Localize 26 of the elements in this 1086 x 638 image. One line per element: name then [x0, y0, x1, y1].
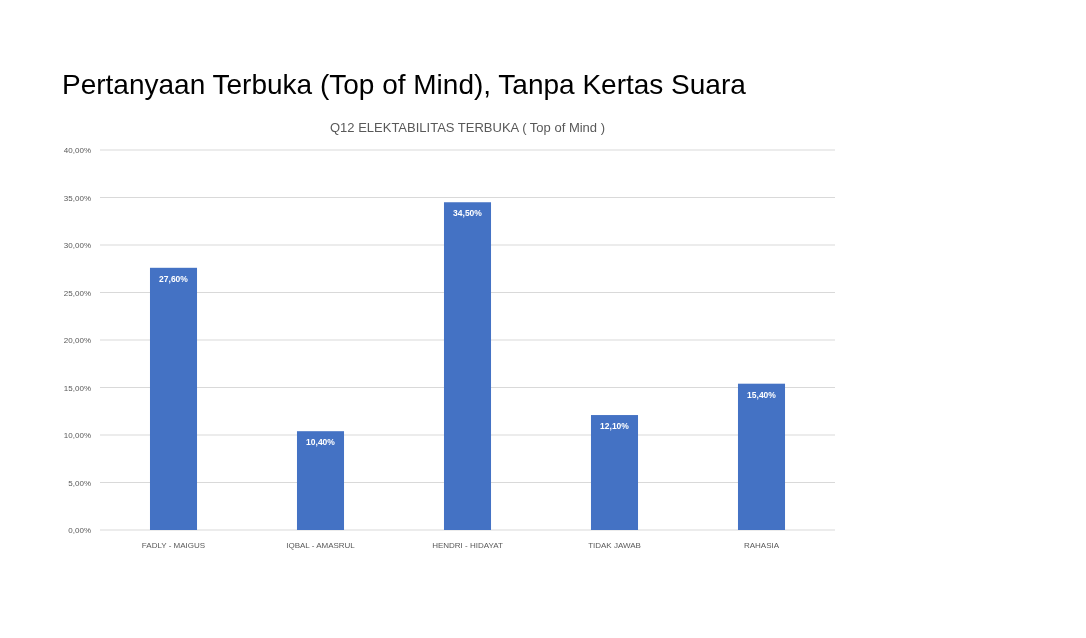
chart-title: Pertanyaan Terbuka (Top of Mind), Tanpa Kertas Suara: [62, 69, 747, 100]
y-tick-label: 25,00%: [63, 288, 91, 298]
data-label: 34,50%: [453, 208, 483, 219]
y-tick-label: 5,00%: [68, 478, 91, 488]
y-tick-label: 40,00%: [63, 146, 91, 155]
y-tick-label: 0,00%: [68, 526, 91, 535]
data-label: 15,40%: [747, 389, 777, 400]
bar: [590, 415, 639, 530]
x-tick-label: IQBAL - AMASRUL: [286, 541, 356, 550]
data-label: 12,10%: [600, 421, 630, 432]
bar: [149, 267, 198, 530]
y-tick-label: 35,00%: [63, 193, 91, 203]
bar: [443, 202, 492, 530]
y-tick-label: 10,00%: [63, 431, 91, 440]
data-label: 27,60%: [159, 273, 189, 284]
x-tick-label: HENDRI - HIDAYAT: [432, 541, 503, 550]
bar: [737, 383, 786, 530]
y-tick-label: 20,00%: [63, 336, 91, 345]
y-tick-label: 15,00%: [63, 383, 91, 393]
bar: [296, 431, 345, 530]
x-tick-label: FADLY - MAIGUS: [141, 541, 206, 550]
data-label: 10,40%: [306, 437, 336, 448]
x-tick-label: TIDAK JAWAB: [588, 541, 641, 550]
chart-subtitle: Q12 ELEKTABILITAS TERBUKA ( Top of Mind ): [329, 120, 606, 135]
x-tick-label: RAHASIA: [743, 541, 780, 550]
y-tick-label: 30,00%: [63, 241, 91, 250]
